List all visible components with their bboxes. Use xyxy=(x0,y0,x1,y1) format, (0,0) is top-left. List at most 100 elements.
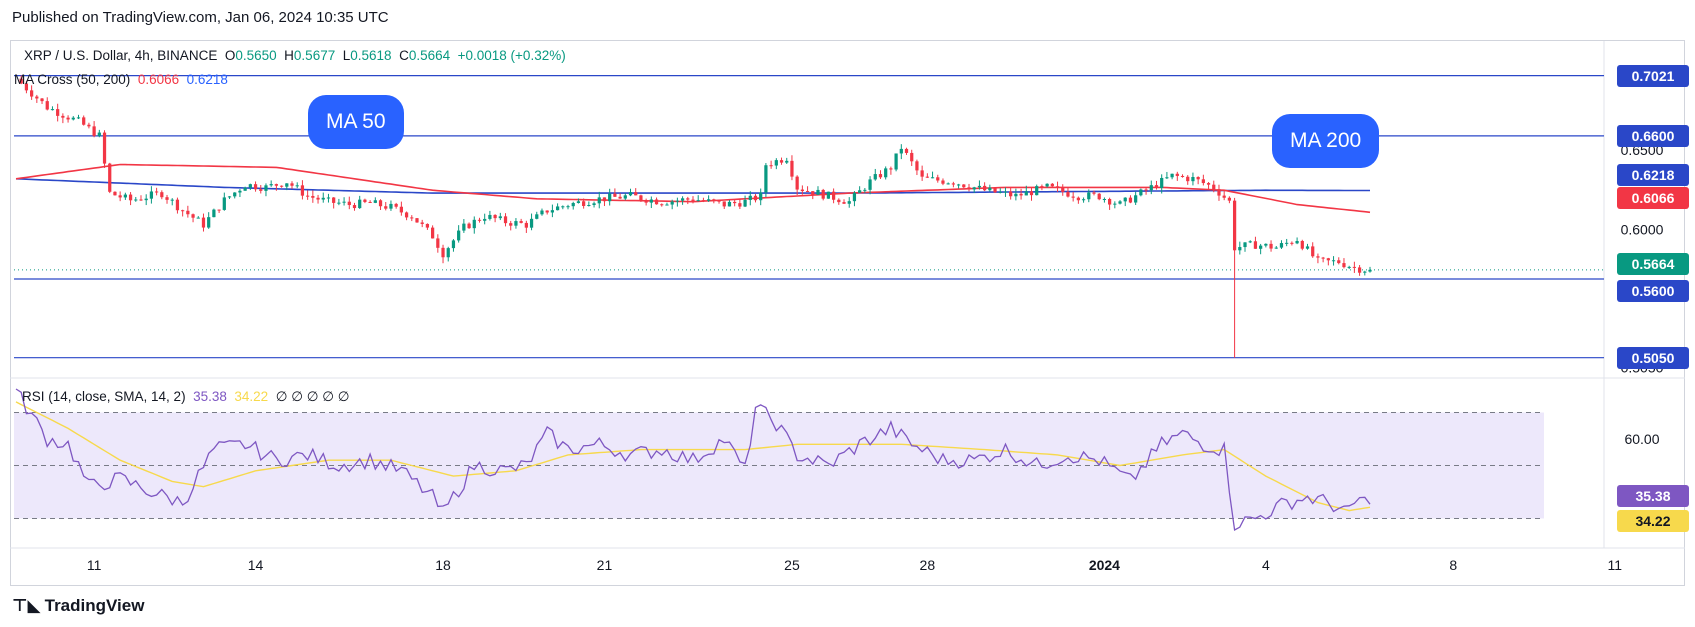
candle-body xyxy=(712,199,716,201)
candle-body xyxy=(816,189,820,195)
candle-body xyxy=(1180,175,1185,177)
candle-body xyxy=(571,203,575,207)
candle-body xyxy=(587,205,591,207)
candle-body xyxy=(431,227,435,239)
candle-body xyxy=(972,187,976,190)
rsi-value-tag: 34.22 xyxy=(1617,510,1689,533)
candle-body xyxy=(1368,269,1372,272)
candle-body xyxy=(316,197,320,200)
ma50-line xyxy=(15,163,1371,214)
candle-body xyxy=(634,192,638,196)
candle-body xyxy=(550,210,555,213)
candle-body xyxy=(35,96,39,99)
candle-body xyxy=(1274,247,1278,249)
candle-body xyxy=(363,199,367,202)
candle-body xyxy=(201,217,206,228)
candle-body xyxy=(535,214,539,219)
chart-frame xyxy=(10,40,1685,586)
candle-body xyxy=(1019,193,1023,196)
candle-body xyxy=(878,174,883,178)
candle-body xyxy=(342,201,346,203)
candle-body xyxy=(279,185,284,187)
price-tag: 0.6066 xyxy=(1617,187,1689,209)
time-tick-label: 18 xyxy=(435,557,451,573)
symbol-title: XRP / U.S. Dollar, 4h, BINANCE xyxy=(24,48,218,63)
candle-body xyxy=(993,187,997,193)
candle-body xyxy=(186,210,190,215)
candle-body xyxy=(102,132,107,164)
rsi-empty-values: ∅ ∅ ∅ ∅ ∅ xyxy=(275,389,350,404)
open-label: O xyxy=(224,48,236,63)
ma-slow-value: 0.6218 xyxy=(186,72,228,87)
candle-body xyxy=(1055,186,1060,188)
candle-body xyxy=(920,170,924,177)
candle-body xyxy=(181,210,185,212)
candle-body xyxy=(826,191,831,199)
candle-body xyxy=(988,187,992,191)
candle-body xyxy=(1290,242,1294,244)
candle-body xyxy=(1071,196,1075,198)
candle-body xyxy=(332,197,336,203)
candle-body xyxy=(311,195,315,198)
candle-body xyxy=(717,200,721,202)
candle-body xyxy=(1321,257,1325,259)
candle-body xyxy=(493,214,497,219)
candle-body xyxy=(904,148,909,153)
time-tick-label: 28 xyxy=(920,557,936,573)
candle-body xyxy=(738,203,742,207)
candle-body xyxy=(1232,200,1237,251)
candle-body xyxy=(1009,191,1013,197)
candle-body xyxy=(868,179,872,190)
candle-body xyxy=(701,200,706,202)
price-tag: 0.5664 xyxy=(1617,252,1689,275)
candle-body xyxy=(1248,241,1252,243)
rsi-value-tag: 35.38 xyxy=(1617,485,1689,508)
candle-body xyxy=(40,98,44,102)
ma200-line xyxy=(15,178,1370,194)
candle-body xyxy=(71,117,75,120)
candle-body xyxy=(1352,266,1356,268)
candle-body xyxy=(852,192,857,202)
candle-body xyxy=(1139,189,1143,196)
candle-body xyxy=(1066,191,1070,197)
rsi-tick-label: 60.00 xyxy=(1624,431,1659,447)
candle-body xyxy=(227,196,232,198)
close-label: C xyxy=(399,48,409,63)
candle-body xyxy=(451,240,456,249)
candle-body xyxy=(113,191,117,196)
candle-body xyxy=(337,202,341,204)
candle-body xyxy=(243,187,247,191)
candle-body xyxy=(19,78,23,84)
candle-body xyxy=(347,201,351,206)
time-tick-label: 2024 xyxy=(1089,557,1120,573)
price-tag: 0.5050 xyxy=(1617,346,1689,369)
candle-body xyxy=(1134,195,1138,203)
candle-body xyxy=(790,160,794,177)
candle-body xyxy=(457,230,461,241)
candle-body xyxy=(555,206,560,211)
candle-body xyxy=(264,185,268,191)
candle-body xyxy=(1243,242,1247,248)
candle-body xyxy=(1342,263,1346,268)
candle-body xyxy=(983,185,987,191)
candle-body xyxy=(644,200,648,203)
candle-body xyxy=(613,193,617,197)
candle-body xyxy=(858,190,862,193)
candle-body xyxy=(118,195,122,198)
candle-body xyxy=(1123,197,1127,202)
candle-body xyxy=(498,216,502,219)
candle-body xyxy=(1363,271,1367,273)
candle-body xyxy=(639,195,643,201)
candle-body xyxy=(519,221,523,223)
candle-body xyxy=(733,201,737,204)
candle-body xyxy=(378,200,383,207)
time-axis: 11 14 18 21 25 28 2024 4 8 11 xyxy=(87,557,1622,573)
candle-body xyxy=(144,198,148,201)
time-tick-label: 11 xyxy=(87,557,102,573)
candle-body xyxy=(1154,185,1159,188)
candle-body xyxy=(30,90,34,97)
candle-body xyxy=(1347,266,1351,268)
candle-body xyxy=(233,192,237,197)
candle-body xyxy=(1227,197,1232,201)
